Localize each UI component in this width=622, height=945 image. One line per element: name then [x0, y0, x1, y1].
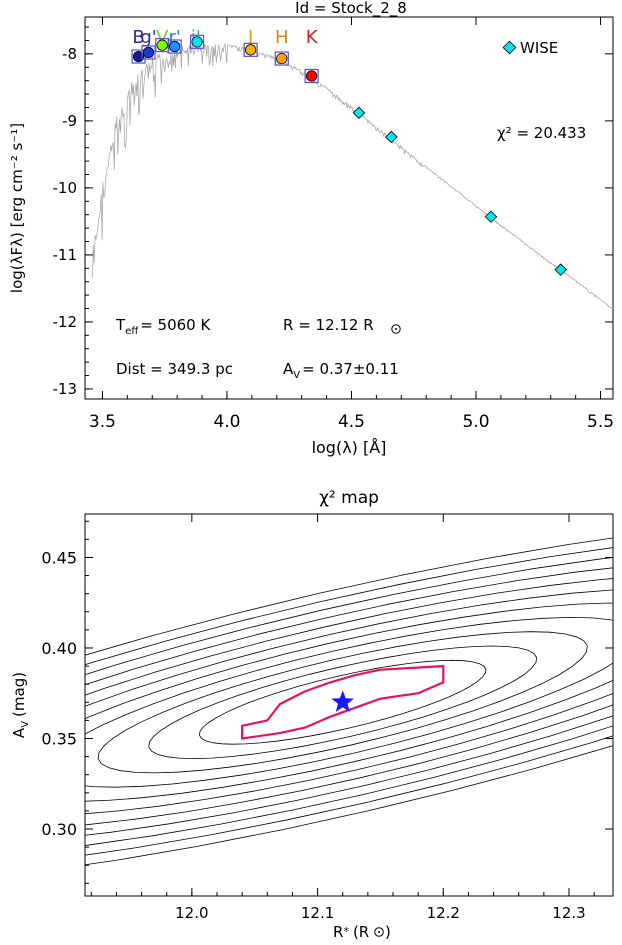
chi2-y-axis-label: AV (mag): [10, 672, 31, 738]
chi2-contours: [85, 537, 613, 866]
sed-y-axis-label: log(λFλ) [erg cm⁻² s⁻¹]: [8, 123, 26, 293]
chi2-x-tick-label: 12.3: [552, 904, 585, 922]
chi2-map-chart: χ² map 12.0 12.1 12.2 12.30.300.350.400.45 …: [10, 488, 614, 941]
photometry-point: [169, 40, 181, 53]
photometry-point: [245, 44, 257, 56]
model-flux-box: [243, 42, 258, 57]
model-spectrum-line: [92, 42, 614, 309]
chi2-x-tick-label: 12.0: [175, 904, 208, 922]
wise-point: [385, 130, 398, 144]
av-label: A: [283, 360, 294, 378]
chi2-y-tick-label: 0.35: [41, 729, 77, 748]
sed-x-tick-label: 4.5: [338, 412, 365, 432]
chi2-y-axis-var: A: [10, 727, 28, 738]
sed-title: Id = Stock_2_8: [295, 0, 407, 18]
teff-annotation: Teff = 5060 K: [115, 316, 211, 337]
chi2-x-axis-var: R: [333, 923, 343, 941]
chi2-map-frame: [84, 513, 614, 897]
band-label: J: [247, 27, 253, 48]
chi2-x-tick-label: 12.1: [301, 904, 334, 922]
chi2-contour: [85, 557, 613, 846]
chi2-x-axis-unit: (R: [353, 923, 369, 941]
chi2-x-axis-label: R* (R: [333, 923, 369, 941]
sed-y-tick-label: -8: [62, 45, 77, 63]
chi2-best-contour: [241, 664, 445, 740]
dist-annotation: Dist = 349.3 pc: [116, 360, 233, 378]
photometry-point: [306, 70, 318, 82]
photometry-point: [132, 50, 145, 63]
sed-y-tick-label: -9: [62, 112, 77, 130]
model-flux-box: [167, 39, 182, 54]
av-subscript: V: [293, 370, 300, 381]
sed-plot-frame: [84, 16, 614, 400]
chi2-y-tick-label: 0.45: [41, 548, 77, 567]
sed-marks: Bg'Vr'i'JHK: [131, 27, 567, 276]
chi2-marks: [331, 690, 355, 712]
sed-x-tick-label: 5.0: [462, 412, 489, 432]
chi2-contour: [97, 631, 588, 774]
chi2-contour: [85, 602, 613, 802]
chi2-contour: [85, 589, 613, 815]
av-annotation: AV = 0.37±0.11: [283, 360, 399, 381]
band-label: B: [132, 27, 144, 48]
model-flux-box: [141, 45, 156, 60]
model-flux-box: [274, 51, 289, 66]
sed-x-tick-label: 4.0: [213, 412, 240, 432]
sed-legend: WISE: [502, 39, 558, 57]
sed-y-tick-label: -10: [53, 179, 78, 197]
solar-symbol-axis: [374, 927, 384, 937]
teff-label: T: [115, 316, 126, 334]
teff-subscript: eff: [125, 326, 139, 337]
sed-axes: 3.5 4.0 4.5 5.0 5.5 -8 -9 -10 -11 -12 -13: [53, 17, 614, 432]
wise-point: [352, 106, 366, 120]
sed-x-tick-label: 5.5: [587, 412, 614, 432]
chi2-x-axis-sub: *: [343, 925, 349, 938]
chi2-x-tick-label: 12.2: [427, 904, 460, 922]
chi2-axes: 12.0 12.1 12.2 12.3 0.30 0.35 0.40 0.45: [41, 514, 613, 922]
chi2-contour: [85, 616, 613, 788]
photometry-point: [156, 39, 168, 51]
sed-y-tick-label: -13: [53, 380, 78, 398]
chi2-x-axis-close: ): [385, 923, 391, 941]
sed-y-tick-label: -11: [53, 246, 78, 264]
radius-value: R = 12.12 R: [283, 316, 374, 334]
sed-x-axis-label: log(λ) [Å]: [312, 438, 387, 457]
chi2-contour: [199, 659, 487, 745]
chi2-contour: [85, 567, 613, 836]
band-label: H: [275, 27, 289, 48]
teff-value: = 5060 K: [140, 316, 211, 334]
av-value: = 0.37±0.11: [302, 360, 399, 378]
solar-symbol-radius: [391, 324, 401, 334]
photometry-point: [191, 36, 203, 48]
chi2-y-tick-label: 0.40: [41, 639, 77, 658]
chi2-y-axis-unit: (mag): [10, 672, 28, 717]
photometry-point: [142, 46, 155, 59]
best-fit-star: [331, 690, 355, 712]
legend-wise-label: WISE: [520, 39, 558, 57]
chi2-map-title: χ² map: [319, 488, 379, 508]
chi2-contour: [148, 645, 538, 760]
sed-model-spectrum: [92, 42, 614, 309]
legend-wise-marker: [502, 40, 517, 55]
wise-point: [484, 210, 498, 223]
wise-point: [554, 263, 567, 276]
band-label: K: [306, 27, 319, 48]
model-flux-box: [189, 34, 205, 49]
model-flux-box: [304, 68, 319, 84]
chi2-value: χ² = 20.433: [497, 124, 586, 142]
sed-y-tick-label: -12: [53, 313, 78, 331]
sed-x-tick-label: 3.5: [89, 412, 116, 432]
photometry-point: [276, 52, 288, 65]
sed-chart: Id = Stock_2_8 3.5 4.0 4.5 5.0 5.5 -8 -9 -10 -11…: [8, 0, 614, 457]
chi2-contour-group: [85, 537, 613, 866]
band-label: g': [140, 27, 156, 48]
chi2-y-tick-label: 0.30: [41, 820, 77, 839]
radius-annotation: R = 12.12 R: [283, 316, 374, 334]
chi2-contour: [85, 578, 613, 826]
chi2-y-axis-sub: V: [20, 721, 31, 728]
